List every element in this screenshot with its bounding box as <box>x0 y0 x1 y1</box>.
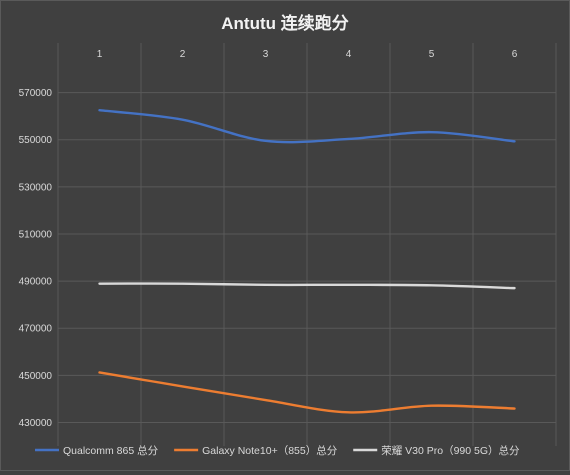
x-tick-label: 2 <box>180 49 186 60</box>
series-line-1 <box>98 109 516 144</box>
y-tick-label: 570000 <box>19 88 53 99</box>
x-tick-label: 6 <box>512 49 518 60</box>
x-axis-ticks: 1 2 3 4 5 6 <box>97 49 518 60</box>
y-tick-label: 530000 <box>19 182 53 193</box>
x-tick-label: 5 <box>429 49 435 60</box>
y-tick-label: 510000 <box>19 229 53 240</box>
y-tick-label: 450000 <box>19 371 53 382</box>
series-lines <box>98 109 516 414</box>
chart-title: Antutu 连续跑分 <box>221 13 348 33</box>
y-axis-ticks: 570000 550000 530000 510000 490000 470000 4500… <box>19 88 53 429</box>
x-tick-label: 3 <box>263 49 269 60</box>
series-line-3 <box>98 282 516 290</box>
y-tick-label: 490000 <box>19 277 53 288</box>
series-line-2 <box>98 371 516 414</box>
x-tick-label: 4 <box>346 49 352 60</box>
legend-label: Galaxy Note10+（855）总分 <box>202 444 338 457</box>
y-tick-label: 430000 <box>19 418 53 429</box>
legend-item: Galaxy Note10+（855）总分 <box>174 444 338 457</box>
legend-item: 荣耀 V30 Pro（990 5G）总分 <box>353 444 520 457</box>
y-tick-label: 550000 <box>19 135 53 146</box>
legend-item: Qualcomm 865 总分 <box>35 444 159 457</box>
x-tick-label: 1 <box>97 49 103 60</box>
legend-label: Qualcomm 865 总分 <box>63 444 159 457</box>
y-tick-label: 470000 <box>19 324 53 335</box>
legend: Qualcomm 865 总分 Galaxy Note10+（855）总分 荣耀 V… <box>35 444 520 457</box>
gridlines <box>57 43 557 446</box>
legend-label: 荣耀 V30 Pro（990 5G）总分 <box>381 444 520 457</box>
